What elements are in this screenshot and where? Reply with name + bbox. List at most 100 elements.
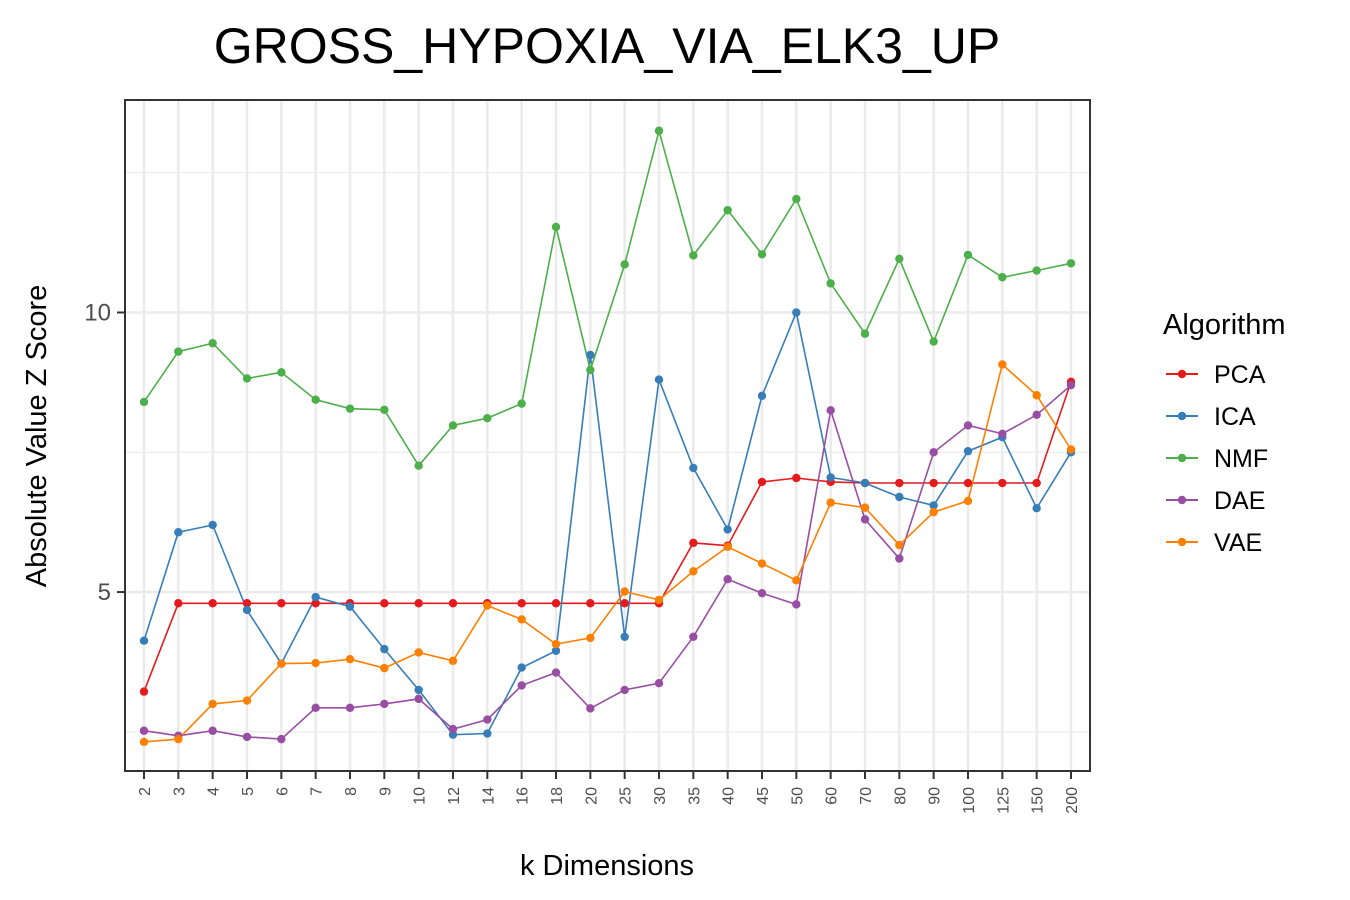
data-point-vae [380, 663, 389, 673]
legend-key-point [1177, 495, 1187, 505]
series-line-ica [143, 309, 1072, 736]
data-point-pca [139, 687, 149, 696]
data-point-vae [139, 737, 149, 747]
data-point-nmf [929, 337, 938, 346]
data-point-pca [963, 478, 973, 488]
data-point-nmf [895, 254, 904, 264]
x-axis-title: k Dimensions [520, 850, 694, 882]
x-tick-label: 125 [995, 787, 1012, 814]
data-point-pca [208, 599, 217, 608]
data-point-nmf [586, 365, 595, 375]
data-point-vae [998, 360, 1007, 369]
data-point-nmf [723, 205, 732, 215]
data-point-vae [689, 567, 698, 576]
data-point-nmf [792, 194, 801, 204]
data-point-dae [242, 732, 252, 742]
plot-border [124, 99, 1091, 772]
legend-key-point [1177, 453, 1187, 463]
data-point-ica [757, 391, 767, 400]
data-point-vae [757, 559, 767, 568]
data-point-pca [620, 599, 629, 608]
data-point-nmf [208, 339, 217, 348]
data-point-ica [139, 636, 149, 645]
x-tick-label: 45 [755, 787, 772, 805]
x-tick-label: 12 [446, 787, 463, 805]
data-point-pca [380, 599, 389, 608]
data-point-dae [311, 703, 320, 713]
data-point-dae [380, 699, 389, 709]
data-point-vae [517, 615, 526, 624]
data-point-ica [483, 729, 492, 738]
data-point-nmf [620, 260, 629, 269]
x-tick-label: 70 [858, 787, 875, 805]
data-point-nmf [277, 368, 286, 377]
data-point-ica [654, 375, 664, 384]
data-point-pca [1032, 478, 1041, 488]
data-point-vae [860, 503, 870, 512]
data-point-vae [723, 542, 732, 551]
data-point-nmf [517, 399, 526, 408]
chart-title: GROSS_HYPOXIA_VIA_ELK3_UP [214, 18, 1000, 74]
series-line-nmf [143, 127, 1072, 468]
x-tick-label: 5 [240, 787, 257, 796]
data-point-vae [654, 595, 664, 605]
legend-key-point [1177, 537, 1187, 547]
data-point-nmf [998, 273, 1007, 282]
legend-label: PCA [1214, 361, 1266, 389]
data-point-pca [792, 473, 801, 483]
data-point-dae [551, 668, 561, 677]
x-tick-label: 90 [927, 787, 944, 805]
data-point-vae [1066, 445, 1076, 454]
data-point-ica [895, 492, 904, 502]
data-point-ica [311, 592, 320, 602]
data-point-ica [620, 632, 629, 641]
legend-key-point [1177, 411, 1187, 421]
data-point-dae [757, 588, 767, 598]
x-tick-label: 150 [1030, 787, 1047, 814]
data-point-nmf [483, 413, 492, 423]
data-point-vae [277, 659, 286, 668]
x-tick-label: 20 [583, 787, 600, 805]
data-point-pca [895, 478, 904, 488]
data-point-dae [792, 600, 801, 609]
data-point-dae [586, 704, 595, 713]
x-tick-label: 14 [480, 787, 497, 805]
data-point-ica [689, 463, 698, 473]
data-point-vae [242, 696, 252, 705]
x-tick-label: 80 [892, 787, 909, 805]
x-tick-label: 50 [789, 787, 806, 805]
legend-title: Algorithm [1163, 309, 1286, 341]
x-tick-label: 25 [618, 787, 635, 805]
data-point-dae [345, 703, 355, 713]
x-tick-label: 16 [515, 787, 532, 805]
data-point-vae [551, 639, 561, 649]
x-tick-label: 60 [824, 787, 841, 805]
data-point-pca [551, 599, 561, 608]
data-point-ica [551, 646, 561, 655]
x-tick-label: 10 [412, 787, 429, 805]
x-tick-label: 30 [652, 787, 669, 805]
data-point-ica [242, 605, 252, 615]
data-point-vae [792, 576, 801, 585]
data-point-dae [895, 554, 904, 563]
data-point-vae [345, 654, 355, 664]
data-point-dae [826, 406, 835, 415]
x-tick-label: 7 [309, 787, 326, 796]
data-point-vae [826, 498, 835, 507]
x-tick-label: 4 [206, 787, 223, 796]
data-point-pca [757, 477, 767, 487]
data-point-vae [311, 658, 320, 668]
x-tick-label: 2 [137, 787, 154, 796]
data-point-ica [792, 308, 801, 317]
data-point-vae [174, 734, 183, 744]
data-point-dae [517, 681, 526, 690]
data-point-ica [380, 644, 389, 654]
data-point-pca [586, 599, 595, 608]
data-point-dae [139, 726, 149, 735]
data-point-vae [483, 601, 492, 610]
data-point-dae [277, 734, 286, 744]
data-point-nmf [757, 250, 767, 259]
data-point-dae [483, 715, 492, 724]
plot-background [125, 100, 1090, 771]
data-point-nmf [826, 279, 835, 288]
